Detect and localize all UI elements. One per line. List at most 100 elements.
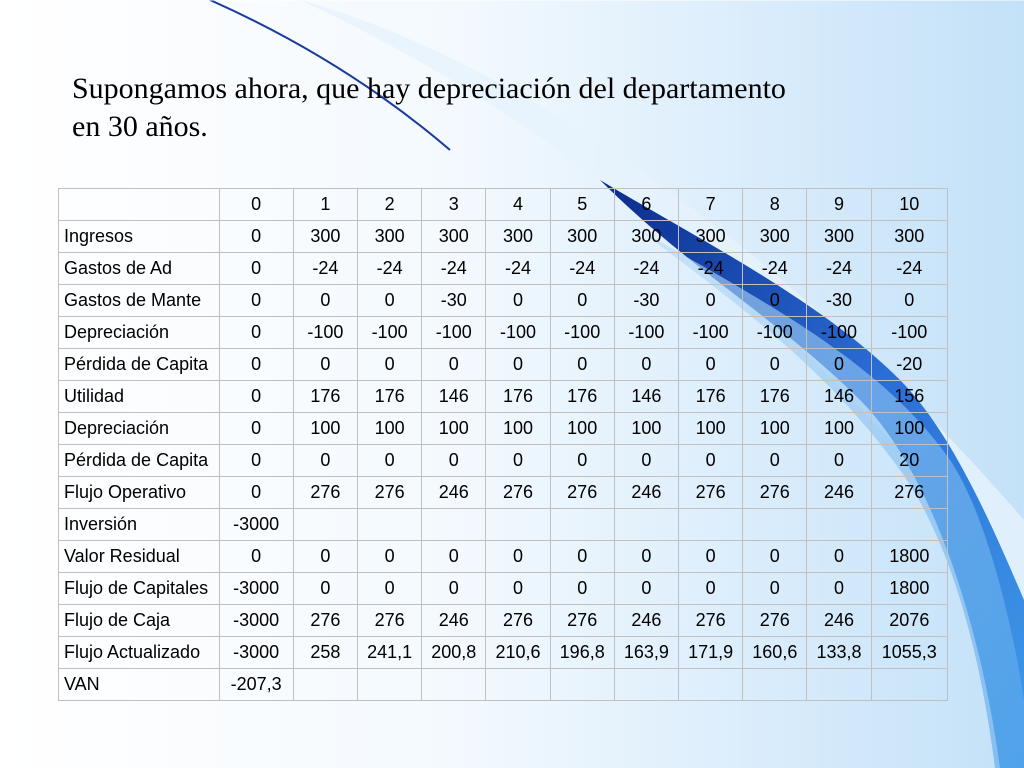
value-cell: 0 (292, 572, 358, 605)
table-row: Gastos de Mante 0 0 0 -30 0 0 -30 0 0 -30 0 (58, 284, 949, 317)
value-cell: 0 (421, 348, 487, 381)
header-year-cell: 3 (421, 188, 487, 221)
header-year-cell: 9 (806, 188, 872, 221)
table-row: Valor Residual 0 0 0 0 0 0 0 0 0 0 1800 (58, 540, 949, 573)
value-cell: -24 (870, 252, 949, 285)
row-label-cell: Gastos de Mante (58, 284, 220, 317)
value-cell: 241,1 (356, 636, 423, 669)
value-cell: 146 (421, 380, 487, 413)
value-cell: 0 (218, 412, 294, 445)
value-cell: 300 (356, 220, 423, 253)
value-cell: -24 (742, 252, 808, 285)
value-cell: -24 (549, 252, 615, 285)
table-row: Pérdida de Capita 0 0 0 0 0 0 0 0 0 0 20 (58, 444, 949, 477)
table-row: Flujo Operativo 0 276 276 246 276 276 246 276 276… (58, 476, 949, 509)
value-cell: -100 (292, 316, 358, 349)
value-cell: 0 (218, 444, 294, 477)
row-label-cell: VAN (58, 668, 220, 701)
value-cell: 0 (742, 444, 808, 477)
value-cell: 276 (549, 476, 615, 509)
value-cell: 100 (549, 412, 615, 445)
value-cell (806, 668, 872, 701)
value-cell: 0 (292, 348, 358, 381)
value-cell: 0 (356, 540, 423, 573)
value-cell: 0 (613, 572, 680, 605)
value-cell (549, 668, 615, 701)
value-cell: -100 (742, 316, 808, 349)
value-cell: 0 (485, 572, 551, 605)
value-cell: 0 (806, 444, 872, 477)
value-cell: 100 (870, 412, 949, 445)
value-cell: 258 (292, 636, 358, 669)
value-cell: 100 (292, 412, 358, 445)
value-cell: 0 (218, 348, 294, 381)
value-cell: -100 (356, 316, 423, 349)
value-cell: 176 (485, 380, 551, 413)
value-cell: -3000 (218, 508, 294, 541)
value-cell: 276 (742, 604, 808, 637)
value-cell: 276 (742, 476, 808, 509)
row-label-cell: Gastos de Ad (58, 252, 220, 285)
value-cell (356, 508, 423, 541)
value-cell (870, 508, 949, 541)
value-cell: 0 (218, 540, 294, 573)
cash-flow-table: 0 1 2 3 4 5 6 7 8 9 10 Ingresos 0 300 300 300 300 300 300… (58, 188, 949, 701)
row-label-cell: Inversión (58, 508, 220, 541)
value-cell: -100 (421, 316, 487, 349)
row-label-cell: Valor Residual (58, 540, 220, 573)
value-cell: 0 (549, 444, 615, 477)
value-cell (806, 508, 872, 541)
value-cell: 300 (292, 220, 358, 253)
table-row: Depreciación 0 100 100 100 100 100 100 100 100 100… (58, 412, 949, 445)
value-cell: 246 (421, 476, 487, 509)
value-cell: 0 (806, 572, 872, 605)
value-cell: 200,8 (421, 636, 487, 669)
value-cell: 300 (613, 220, 680, 253)
value-cell: 133,8 (806, 636, 872, 669)
value-cell: 146 (806, 380, 872, 413)
value-cell: 0 (806, 540, 872, 573)
value-cell (485, 508, 551, 541)
value-cell: 0 (485, 284, 551, 317)
value-cell: -3000 (218, 572, 294, 605)
table-row: VAN -207,3 (58, 668, 949, 701)
value-cell (613, 508, 680, 541)
value-cell: 0 (485, 540, 551, 573)
value-cell: -24 (356, 252, 423, 285)
value-cell: 1055,3 (870, 636, 949, 669)
value-cell: 0 (613, 444, 680, 477)
row-label-cell: Flujo de Caja (58, 604, 220, 637)
value-cell (613, 668, 680, 701)
value-cell: -100 (613, 316, 680, 349)
value-cell: 276 (356, 476, 423, 509)
value-cell: 0 (218, 380, 294, 413)
value-cell: 1800 (870, 540, 949, 573)
value-cell: 0 (356, 348, 423, 381)
row-label-cell: Flujo Actualizado (58, 636, 220, 669)
value-cell: -24 (485, 252, 551, 285)
value-cell: 100 (677, 412, 744, 445)
value-cell: 0 (742, 540, 808, 573)
value-cell: 0 (421, 572, 487, 605)
value-cell: -100 (677, 316, 744, 349)
value-cell: 276 (677, 604, 744, 637)
value-cell: 160,6 (742, 636, 808, 669)
value-cell: 156 (870, 380, 949, 413)
value-cell: 0 (870, 284, 949, 317)
value-cell: -24 (613, 252, 680, 285)
value-cell: -100 (549, 316, 615, 349)
value-cell: 0 (742, 348, 808, 381)
header-year-cell: 2 (356, 188, 423, 221)
value-cell: 276 (549, 604, 615, 637)
value-cell: 246 (421, 604, 487, 637)
value-cell: 0 (218, 316, 294, 349)
value-cell: 176 (356, 380, 423, 413)
value-cell: -100 (870, 316, 949, 349)
value-cell: 0 (613, 540, 680, 573)
value-cell (292, 668, 358, 701)
value-cell: 0 (292, 540, 358, 573)
value-cell: -100 (806, 316, 872, 349)
table-row: Flujo de Capitales -3000 0 0 0 0 0 0 0 0 0 1800 (58, 572, 949, 605)
value-cell: 0 (742, 572, 808, 605)
value-cell (292, 508, 358, 541)
